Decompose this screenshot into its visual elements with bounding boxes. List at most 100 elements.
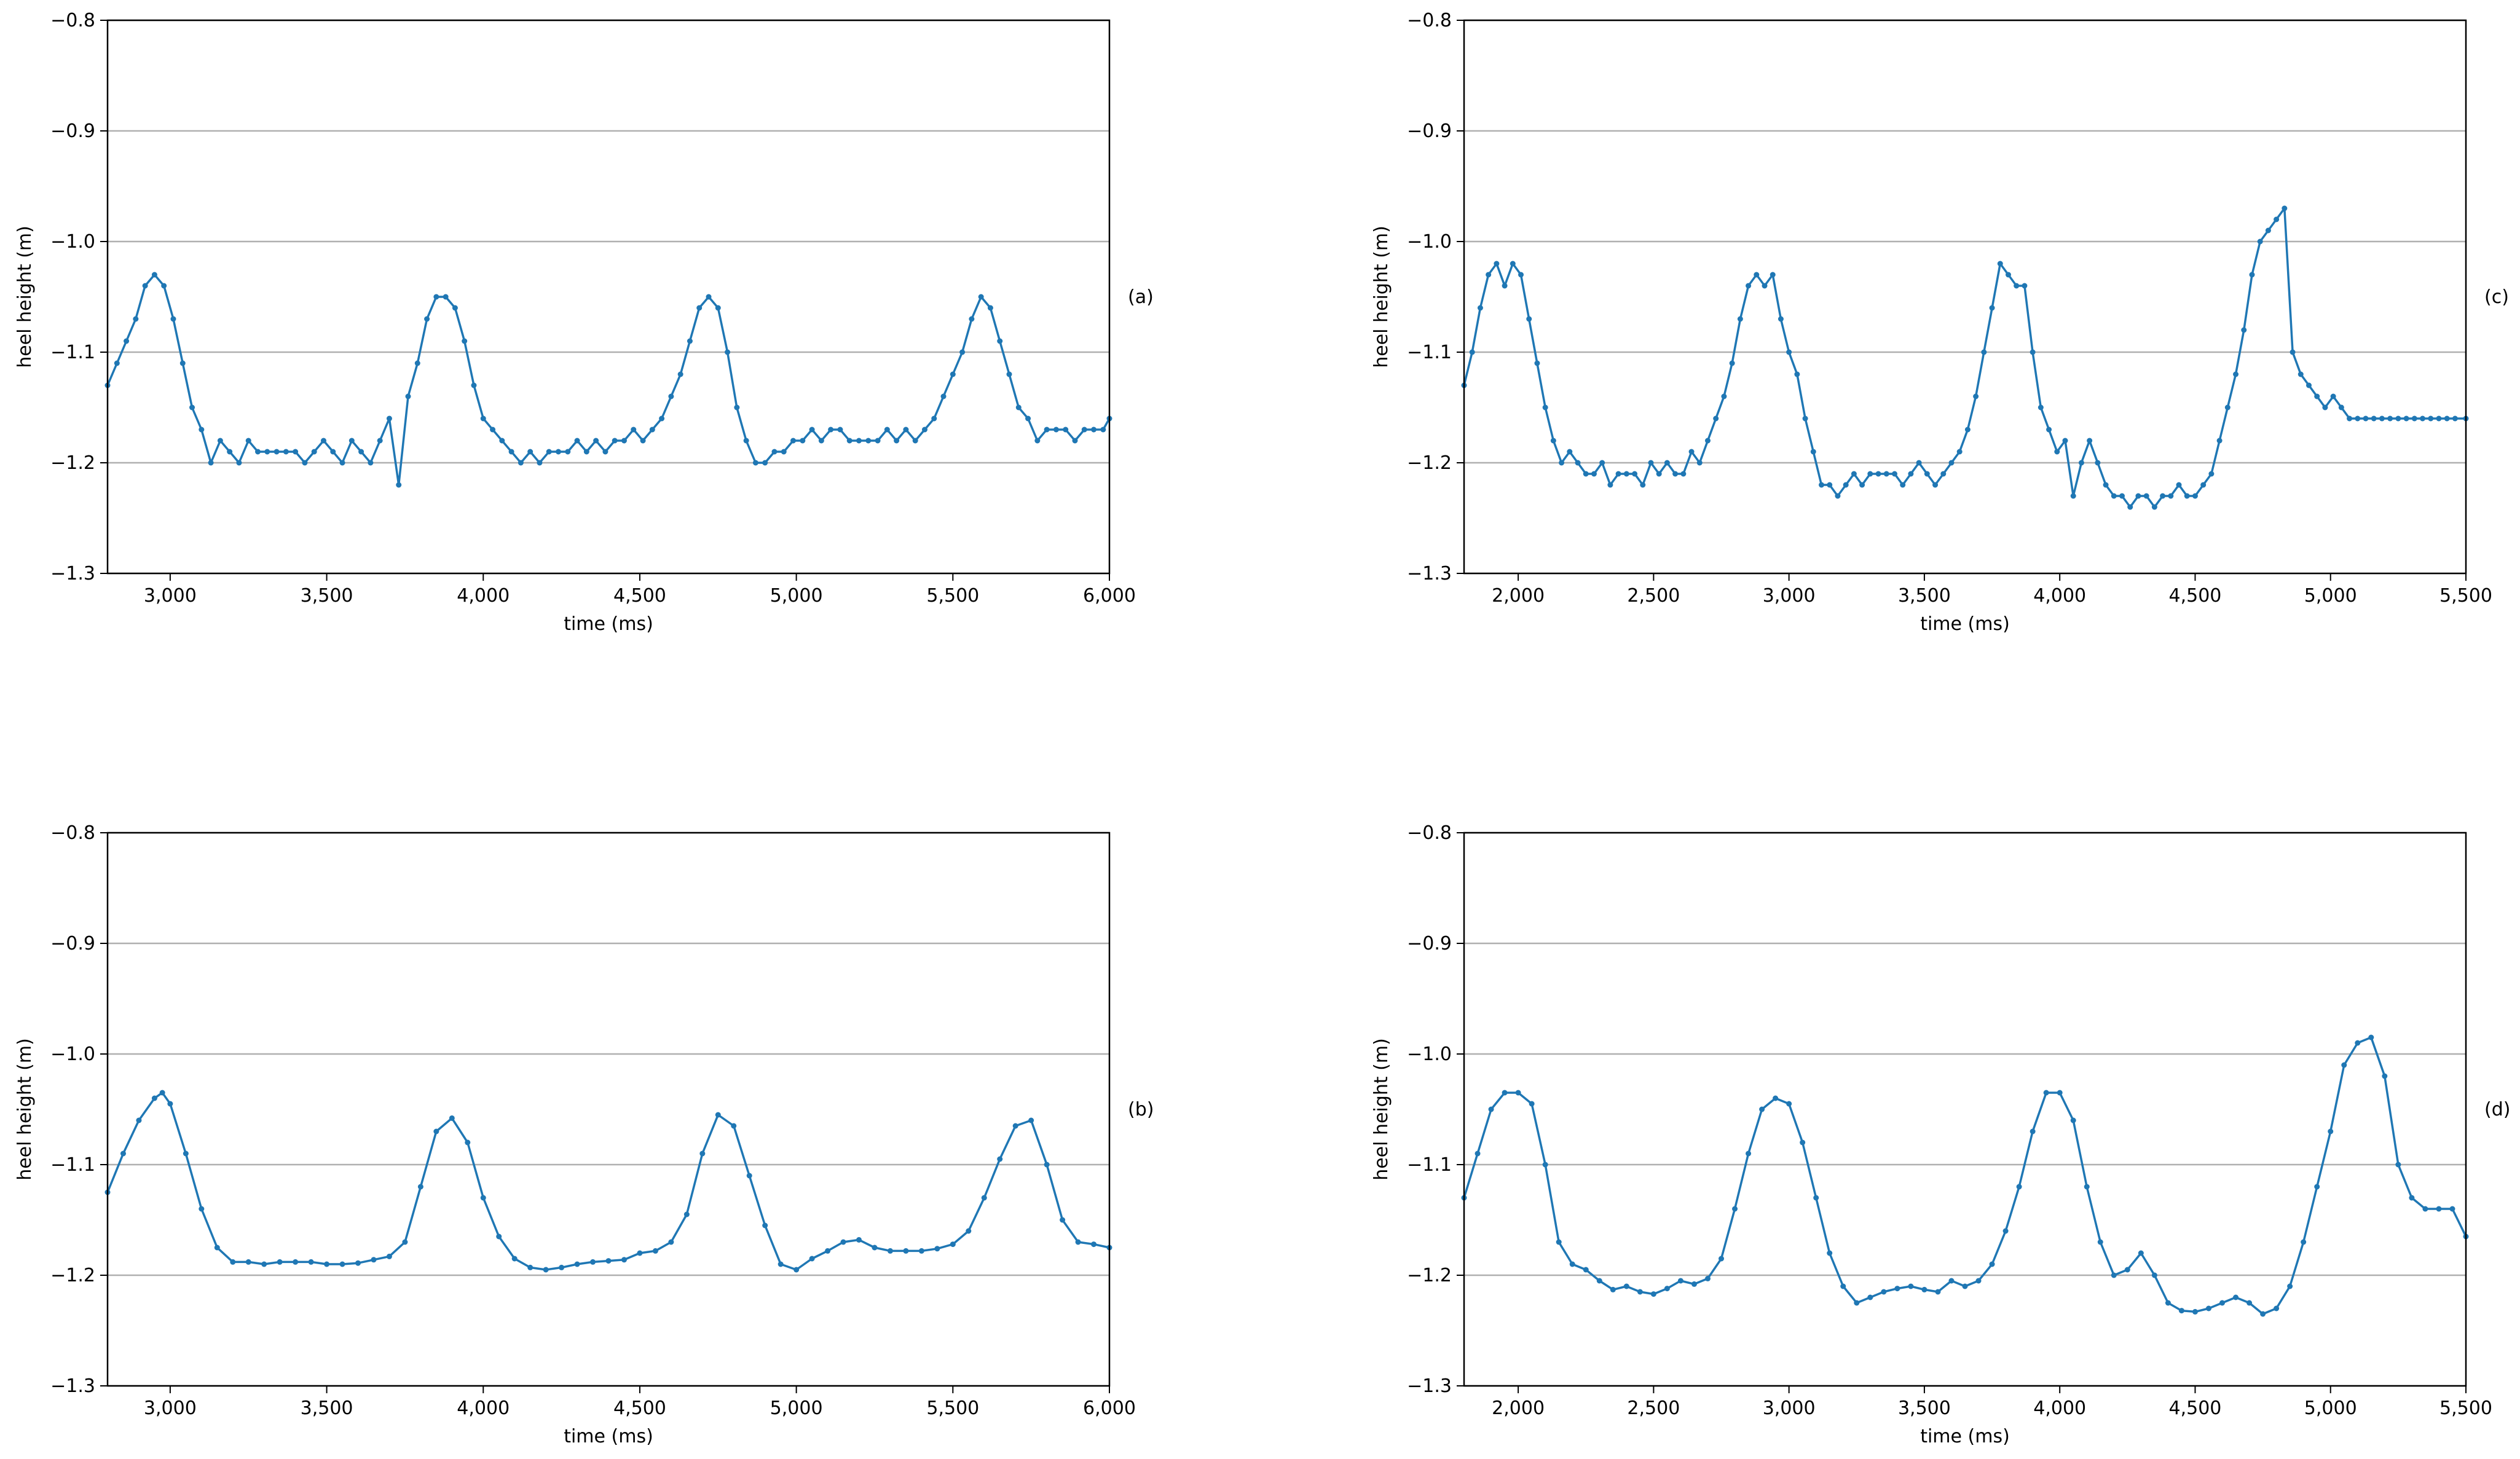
data-point [1515, 1090, 1521, 1096]
data-point [1044, 1162, 1050, 1168]
data-point [124, 338, 130, 344]
data-point [1615, 471, 1621, 477]
data-point [236, 460, 242, 466]
data-point [355, 1260, 361, 1266]
data-point [537, 460, 543, 466]
x-tick-label: 4,000 [2033, 585, 2086, 607]
data-point [1664, 460, 1670, 466]
data-point [2395, 415, 2401, 422]
data-point [1932, 482, 1939, 488]
data-point [2176, 482, 2182, 488]
data-point [283, 449, 289, 455]
data-point [997, 338, 1003, 344]
x-tick-label: 3,000 [1763, 1398, 1816, 1419]
data-point [293, 449, 299, 455]
data-point [978, 294, 984, 300]
data-point [214, 1245, 220, 1251]
data-point [2371, 415, 2377, 422]
data-point [2301, 1239, 2307, 1245]
data-point [1794, 371, 1800, 377]
data-point [1542, 1162, 1548, 1168]
data-point [828, 427, 834, 433]
data-point [1486, 272, 1492, 278]
data-point [1737, 316, 1743, 322]
data-point [1759, 1106, 1765, 1112]
data-point [1469, 349, 1475, 355]
data-point [2124, 1267, 2130, 1273]
data-point [1908, 1283, 1914, 1289]
data-point [480, 1195, 486, 1201]
data-point [496, 1233, 502, 1240]
data-point [659, 415, 665, 422]
data-point [1981, 349, 1987, 355]
data-point [731, 1123, 737, 1129]
data-point [462, 338, 468, 344]
data-point [1997, 261, 2003, 267]
data-point [1559, 460, 1565, 466]
data-point [2043, 1090, 2049, 1096]
data-point [1091, 427, 1097, 433]
data-point [1948, 1278, 1955, 1284]
x-tick-label: 2,500 [1627, 585, 1680, 607]
data-point [179, 360, 186, 366]
x-axis-label: time (ms) [1920, 613, 2010, 635]
data-point [151, 1095, 157, 1101]
data-point [950, 1241, 956, 1248]
data-point [2216, 438, 2223, 444]
data-point [1529, 1101, 1535, 1107]
data-point [1623, 471, 1629, 477]
data-point [683, 1211, 690, 1217]
data-point [621, 438, 627, 444]
data-point [884, 427, 890, 433]
x-tick-label: 5,000 [770, 585, 823, 607]
data-point [2274, 216, 2280, 222]
data-point [969, 316, 975, 322]
x-axis-label: time (ms) [564, 613, 653, 635]
data-point [1940, 471, 1947, 477]
x-tick-label: 3,500 [1898, 585, 1951, 607]
data-point [1502, 1090, 1508, 1096]
data-point [2151, 1272, 2157, 1278]
data-point [2314, 1184, 2320, 1190]
data-point [405, 393, 411, 399]
data-point [386, 1253, 392, 1259]
data-point [199, 427, 205, 433]
data-point [887, 1248, 893, 1254]
data-point [987, 305, 993, 311]
data-point [1591, 471, 1597, 477]
data-point [396, 482, 402, 488]
data-point [2062, 438, 2068, 444]
data-point [875, 438, 881, 444]
data-point [602, 449, 608, 455]
data-point [1488, 1106, 1494, 1112]
data-point [1475, 1150, 1481, 1157]
axes-frame [1463, 832, 2467, 1387]
data-point [120, 1150, 126, 1157]
data-point [2420, 415, 2426, 422]
data-point [1713, 415, 1719, 422]
data-point [161, 283, 167, 289]
data-point [2387, 415, 2393, 422]
data-point [1704, 1275, 1711, 1281]
data-point [170, 316, 176, 322]
data-point [2328, 1128, 2334, 1135]
data-point [1028, 1117, 1034, 1123]
data-point [518, 460, 524, 466]
data-point [762, 1222, 768, 1229]
data-point [2168, 493, 2174, 499]
data-point [981, 1195, 987, 1201]
data-point [583, 449, 589, 455]
data-point [1786, 1101, 1792, 1107]
data-point [2355, 1040, 2361, 1046]
x-tick-label: 5,500 [2439, 585, 2492, 607]
data-point [142, 283, 148, 289]
data-point [2249, 272, 2255, 278]
data-point [696, 305, 703, 311]
data-point [2054, 449, 2060, 455]
data-point [199, 1206, 205, 1212]
data-point [1569, 1261, 1575, 1267]
y-tick-label: −1.0 [1407, 231, 1452, 253]
data-point [809, 1256, 815, 1262]
data-point [1072, 438, 1078, 444]
